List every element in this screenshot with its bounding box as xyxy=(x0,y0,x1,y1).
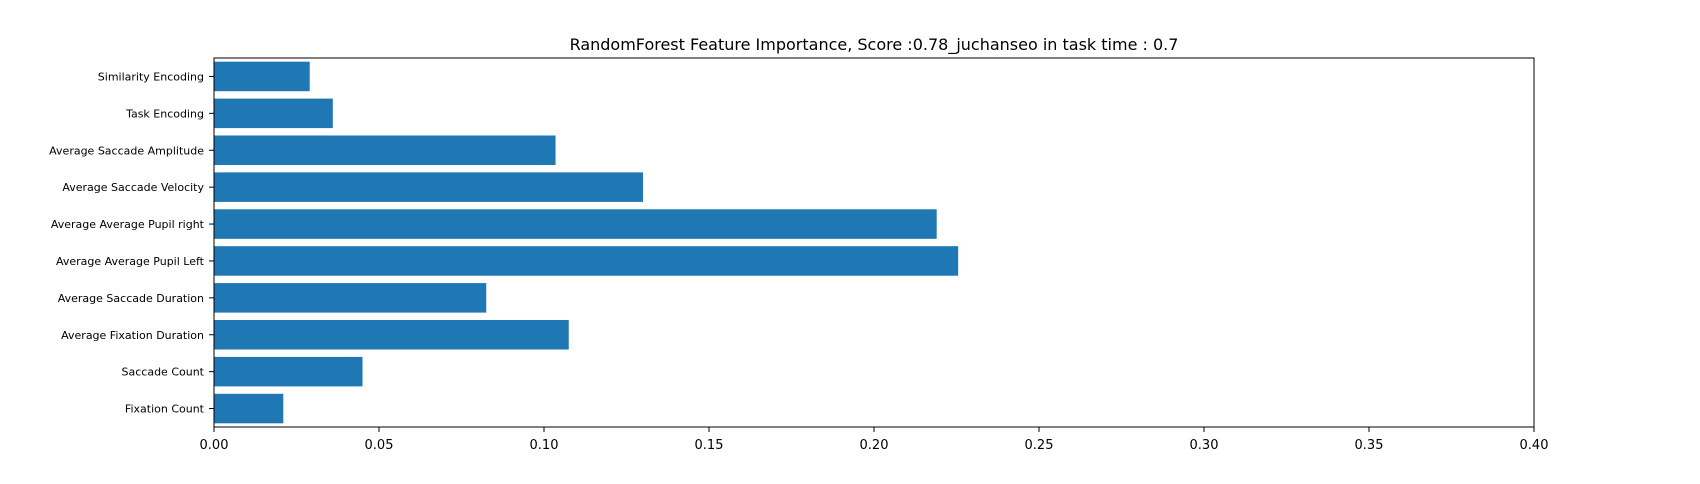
bar-task-encoding xyxy=(214,98,333,129)
bar-average-saccade-velocity xyxy=(214,172,643,202)
x-tick-label: 0.30 xyxy=(1190,438,1219,453)
bar-similarity-encoding xyxy=(214,61,310,92)
bar-average-average-pupil-left xyxy=(214,246,959,276)
y-tick-label: Average Saccade Duration xyxy=(58,292,204,305)
x-tick-label: 0.10 xyxy=(530,438,559,453)
x-tick-label: 0.25 xyxy=(1025,438,1054,453)
bar-saccade-count xyxy=(214,356,363,387)
x-tick-label: 0.15 xyxy=(695,438,724,453)
y-tick-label: Saccade Count xyxy=(122,366,205,379)
x-tick-label: 0.35 xyxy=(1355,438,1384,453)
bar-fixation-count xyxy=(214,393,284,424)
chart-title: RandomForest Feature Importance, Score :… xyxy=(570,35,1179,55)
bar-average-average-pupil-right xyxy=(214,209,937,239)
y-tick-label: Average Saccade Velocity xyxy=(62,181,204,194)
y-tick-label: Average Average Pupil right xyxy=(51,218,205,231)
x-tick-label: 0.00 xyxy=(200,438,229,453)
bar-average-fixation-duration xyxy=(214,319,569,350)
y-tick-label: Task Encoding xyxy=(125,107,204,120)
x-tick-label: 0.40 xyxy=(1520,438,1549,453)
y-tick-label: Fixation Count xyxy=(125,403,205,416)
x-tick-label: 0.05 xyxy=(365,438,394,453)
bars-layer xyxy=(214,61,959,424)
y-tick-label: Average Fixation Duration xyxy=(61,329,204,342)
bar-average-saccade-duration xyxy=(214,283,487,313)
plot-frame xyxy=(213,57,1535,428)
x-axis-ticks: 0.00 0.05 0.10 0.15 0.20 0.25 0.30 0.35 0.40 xyxy=(200,427,1549,453)
y-tick-label: Similarity Encoding xyxy=(98,70,204,83)
x-tick-label: 0.20 xyxy=(860,438,889,453)
y-axis-ticks: Fixation Count Saccade Count Average Fixat… xyxy=(49,70,214,416)
y-tick-label: Average Average Pupil Left xyxy=(56,255,205,268)
y-tick-label: Average Saccade Amplitude xyxy=(49,144,204,157)
bar-average-saccade-amplitude xyxy=(214,135,556,166)
